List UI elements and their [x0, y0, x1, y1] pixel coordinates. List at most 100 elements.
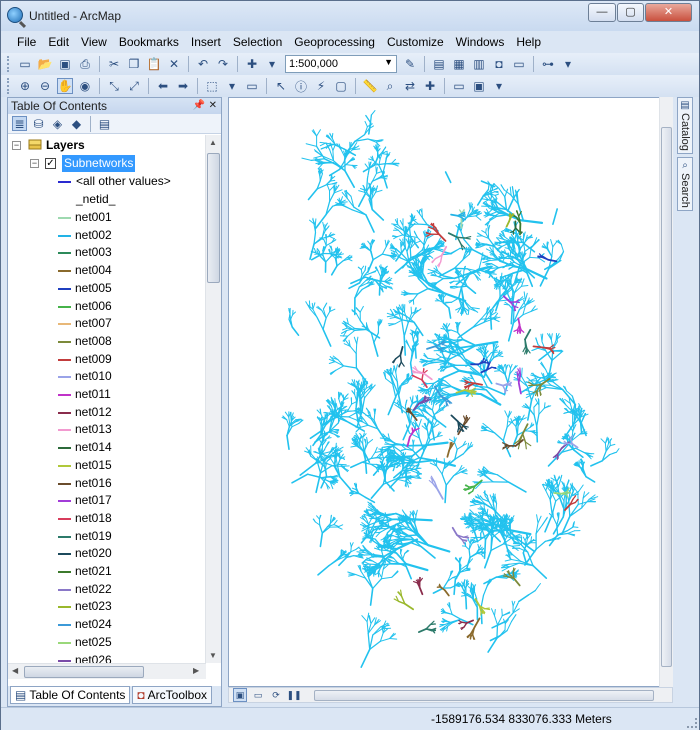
identify-info-icon[interactable]: ⓘ [294, 79, 307, 94]
dock-tab-search[interactable]: ⌕ Search [677, 156, 693, 211]
full-extent-globe-icon[interactable]: ◉ [79, 79, 91, 93]
list-by-drawing-order-icon[interactable]: ≣ [12, 116, 27, 131]
fixed-zoom-in-icon[interactable]: ⤡ [109, 78, 119, 93]
map-scale-combobox[interactable]: 1:500,000 ▼ [285, 55, 397, 73]
refresh-icon[interactable]: ⟳ [272, 689, 280, 700]
map-horizontal-scrollbar[interactable] [314, 690, 654, 701]
legend-symbol[interactable] [58, 358, 71, 361]
legend-symbol[interactable] [58, 234, 71, 237]
legend-symbol[interactable] [58, 624, 71, 627]
legend-symbol[interactable] [58, 181, 71, 183]
search-window-icon[interactable]: ▥ [473, 57, 485, 71]
legend-symbol[interactable] [58, 571, 71, 573]
list-by-visibility-icon[interactable]: ◈ [52, 116, 63, 131]
model-builder-icon[interactable]: ⊶ [542, 57, 554, 71]
toc-options-icon[interactable]: ▤ [98, 116, 111, 131]
pin-icon[interactable]: 📌 [192, 100, 205, 111]
chevron-down-icon[interactable]: ▾ [268, 57, 276, 71]
measure-icon[interactable]: 📏 [362, 79, 378, 93]
scroll-right-icon[interactable]: ▶ [193, 666, 200, 675]
menu-customize[interactable]: Customize [386, 35, 444, 49]
legend-symbol[interactable] [58, 517, 71, 520]
scroll-thumb[interactable] [661, 127, 672, 667]
chevron-down-icon[interactable]: ▾ [228, 79, 236, 93]
select-features-icon[interactable]: ⬚ [206, 79, 218, 93]
legend-symbol[interactable] [58, 553, 71, 556]
undo-icon[interactable]: ↶ [197, 57, 209, 71]
minimize-button[interactable]: — [588, 3, 616, 22]
arcmap-app-icon[interactable] [7, 7, 23, 23]
find-binoculars-icon[interactable]: ⌕ [386, 78, 394, 93]
toolbar-options-icon[interactable]: ▾ [564, 57, 572, 71]
print-icon[interactable]: ⎙ [80, 56, 90, 71]
menu-geoprocessing[interactable]: Geoprocessing [294, 35, 375, 49]
layer-name-label[interactable]: Subnetworks [62, 155, 136, 172]
collapse-icon[interactable]: − [30, 158, 39, 168]
go-to-xy-icon[interactable]: ✚ [424, 79, 436, 93]
legend-symbol[interactable] [58, 482, 71, 485]
cut-icon[interactable]: ✂ [108, 57, 120, 71]
data-view-icon[interactable]: ▣ [233, 688, 247, 702]
tab-table-of-contents[interactable]: ▤ Table Of Contents [10, 686, 131, 704]
select-elements-arrow-icon[interactable]: ↖ [275, 79, 287, 93]
resize-grip-icon[interactable] [687, 718, 697, 728]
catalog-window-icon[interactable]: ▦ [453, 57, 465, 71]
layout-view-icon[interactable]: ▭ [253, 689, 263, 700]
legend-symbol[interactable] [58, 606, 71, 609]
arctoolbox-icon[interactable]: ◘ [495, 57, 503, 71]
legend-symbol[interactable] [58, 394, 71, 396]
legend-symbol[interactable] [58, 588, 71, 591]
legend-symbol[interactable] [58, 270, 71, 273]
legend-symbol[interactable] [58, 429, 71, 432]
menu-selection[interactable]: Selection [232, 35, 283, 49]
menu-insert[interactable]: Insert [190, 35, 221, 49]
list-by-selection-icon[interactable]: ◆ [71, 116, 82, 131]
legend-symbol[interactable] [58, 252, 71, 255]
map-display[interactable] [228, 97, 673, 687]
pause-drawing-icon[interactable]: ❚❚ [286, 689, 302, 700]
scroll-left-icon[interactable]: ◀ [12, 666, 19, 675]
legend-symbol[interactable] [58, 340, 71, 343]
paste-icon[interactable]: 📋 [146, 57, 162, 71]
open-folder-icon[interactable]: 📂 [37, 57, 53, 71]
tab-arctoolbox[interactable]: ◘ ArcToolbox [132, 686, 213, 704]
redo-icon[interactable]: ↷ [217, 57, 229, 71]
editor-toolbar-icon[interactable]: ✎ [404, 57, 416, 71]
zoom-in-icon[interactable]: ⊕ [19, 79, 31, 93]
close-icon[interactable]: ✕ [208, 100, 217, 111]
scroll-thumb[interactable] [207, 153, 220, 283]
legend-symbol[interactable] [58, 323, 71, 326]
toolbar-grip[interactable] [7, 56, 11, 72]
river-network-map[interactable] [229, 98, 660, 686]
legend-symbol[interactable] [58, 641, 71, 644]
list-by-source-icon[interactable]: ⛁ [33, 116, 44, 131]
time-slider-icon[interactable]: ▭ [453, 79, 465, 93]
pan-hand-icon[interactable]: ✋ [57, 78, 73, 94]
toolbar-options-icon[interactable]: ▾ [495, 79, 503, 93]
legend-symbol[interactable] [58, 287, 71, 290]
legend-symbol[interactable] [58, 500, 71, 503]
legend-symbol[interactable] [58, 659, 71, 662]
legend-symbol[interactable] [58, 305, 71, 308]
legend-symbol[interactable] [58, 376, 71, 379]
collapse-icon[interactable]: − [12, 140, 21, 150]
map-vertical-scrollbar[interactable] [659, 97, 673, 687]
zoom-out-icon[interactable]: ⊖ [39, 79, 51, 93]
hyperlink-icon[interactable]: ⚡ [316, 79, 326, 93]
toc-vertical-scrollbar[interactable]: ▲ ▼ [205, 135, 221, 663]
scroll-thumb[interactable] [24, 666, 144, 678]
legend-symbol[interactable] [58, 464, 71, 467]
find-route-icon[interactable]: ⇄ [404, 79, 416, 93]
menu-edit[interactable]: Edit [48, 35, 70, 49]
menu-bookmarks[interactable]: Bookmarks [118, 35, 179, 49]
html-popup-icon[interactable]: ▢ [335, 79, 347, 93]
python-window-icon[interactable]: ▭ [513, 57, 525, 71]
dock-tab-catalog[interactable]: ▤ Catalog [677, 97, 693, 154]
clear-selection-icon[interactable]: ▭ [246, 79, 258, 93]
viewer-window-icon[interactable]: ▣ [473, 79, 485, 93]
maximize-button[interactable]: ▢ [617, 3, 644, 22]
delete-icon[interactable]: ✕ [168, 57, 180, 71]
new-document-icon[interactable]: ▭ [19, 57, 31, 71]
toolbar-grip[interactable] [7, 78, 11, 94]
layer-visibility-checkbox[interactable]: ✓ [45, 158, 56, 169]
